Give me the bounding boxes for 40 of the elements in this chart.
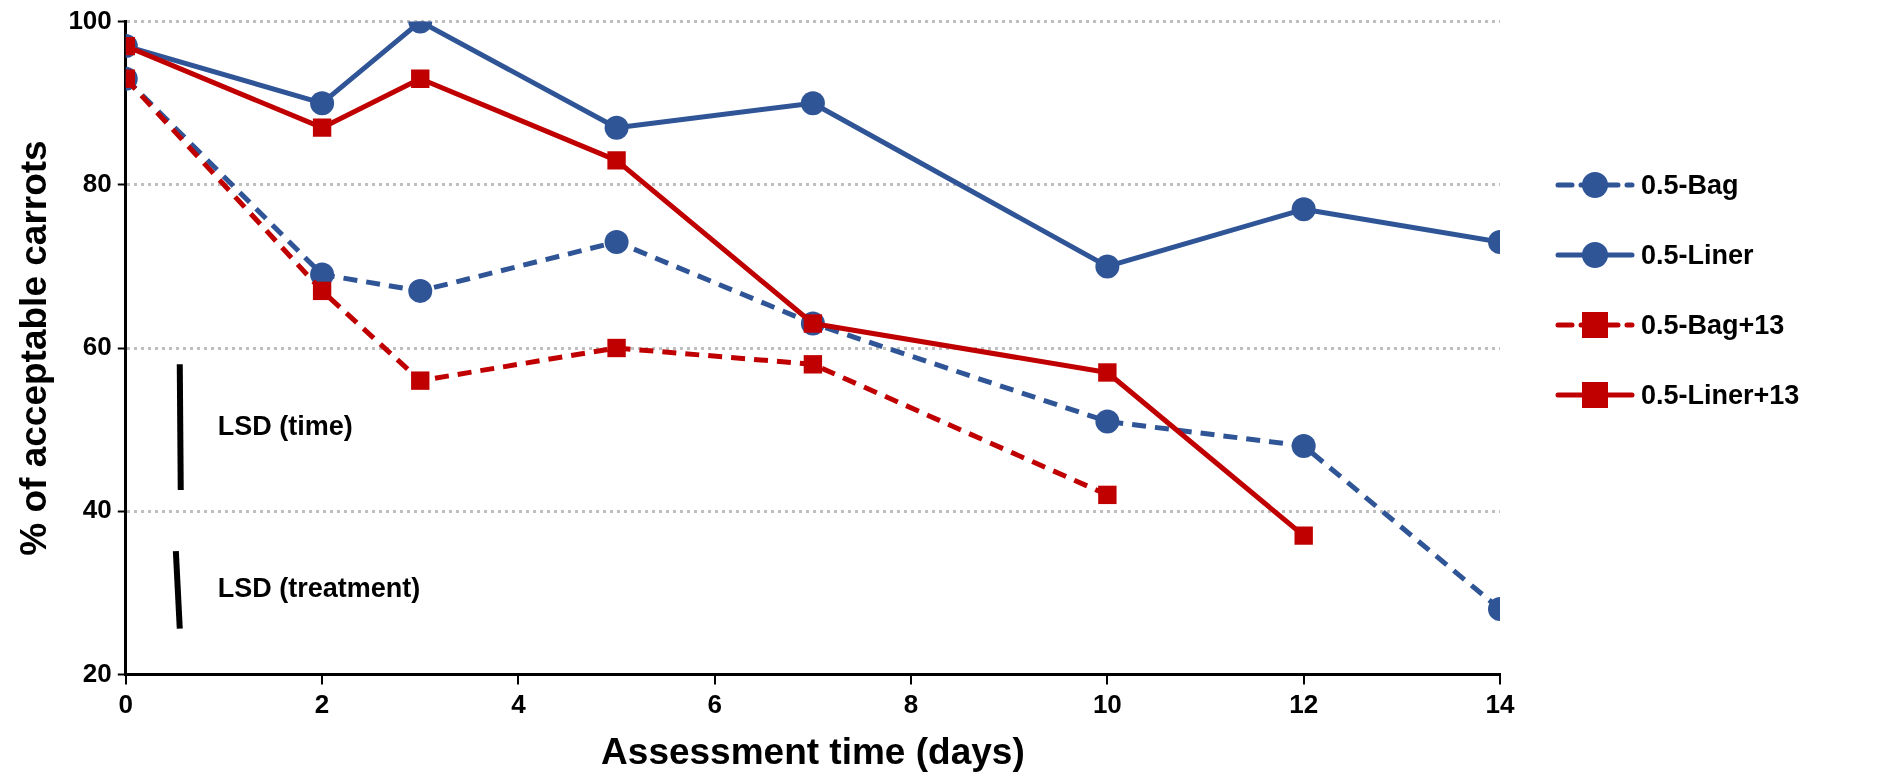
x-tick-label: 12 — [1289, 689, 1319, 720]
point — [1294, 526, 1313, 545]
point — [312, 118, 332, 137]
y-axis-title: % of acceptable carrots — [13, 140, 55, 556]
x-tick-label: 6 — [707, 689, 722, 720]
point — [411, 69, 430, 88]
point — [607, 338, 626, 358]
legend-label: 0.5-Bag+13 — [1641, 309, 1785, 341]
point — [803, 355, 823, 374]
y-tick-label: 20 — [82, 657, 112, 688]
point — [1098, 363, 1117, 382]
y-tick-label: 80 — [82, 167, 112, 198]
annotation: LSD (time) — [217, 410, 353, 441]
point — [310, 91, 335, 116]
point — [604, 229, 629, 254]
point — [604, 115, 629, 140]
point — [1098, 485, 1117, 505]
point — [800, 91, 825, 116]
point — [607, 151, 626, 170]
y-tick-label: 40 — [82, 494, 112, 525]
point — [1095, 409, 1120, 434]
x-tick-label: 10 — [1092, 689, 1122, 720]
legend-label: 0.5-Bag — [1641, 169, 1739, 201]
point — [408, 278, 433, 303]
legend-label: 0.5-Liner+13 — [1641, 379, 1800, 411]
x-tick-label: 8 — [903, 689, 919, 720]
x-tick-label: 14 — [1485, 689, 1515, 720]
point — [312, 281, 332, 301]
y-tick-label: 60 — [82, 331, 112, 362]
x-tick-label: 2 — [314, 689, 330, 720]
point — [1095, 254, 1120, 279]
point — [411, 371, 430, 390]
point — [1291, 197, 1316, 222]
y-tick-label: 100 — [68, 4, 112, 35]
annotation: LSD (treatment) — [217, 572, 421, 603]
x-axis-title: Assessment time (days) — [601, 731, 1025, 772]
x-tick-label: 0 — [118, 689, 134, 720]
legend-label: 0.5-Liner — [1641, 239, 1754, 271]
x-tick-label: 4 — [511, 689, 527, 720]
point — [1291, 433, 1316, 458]
